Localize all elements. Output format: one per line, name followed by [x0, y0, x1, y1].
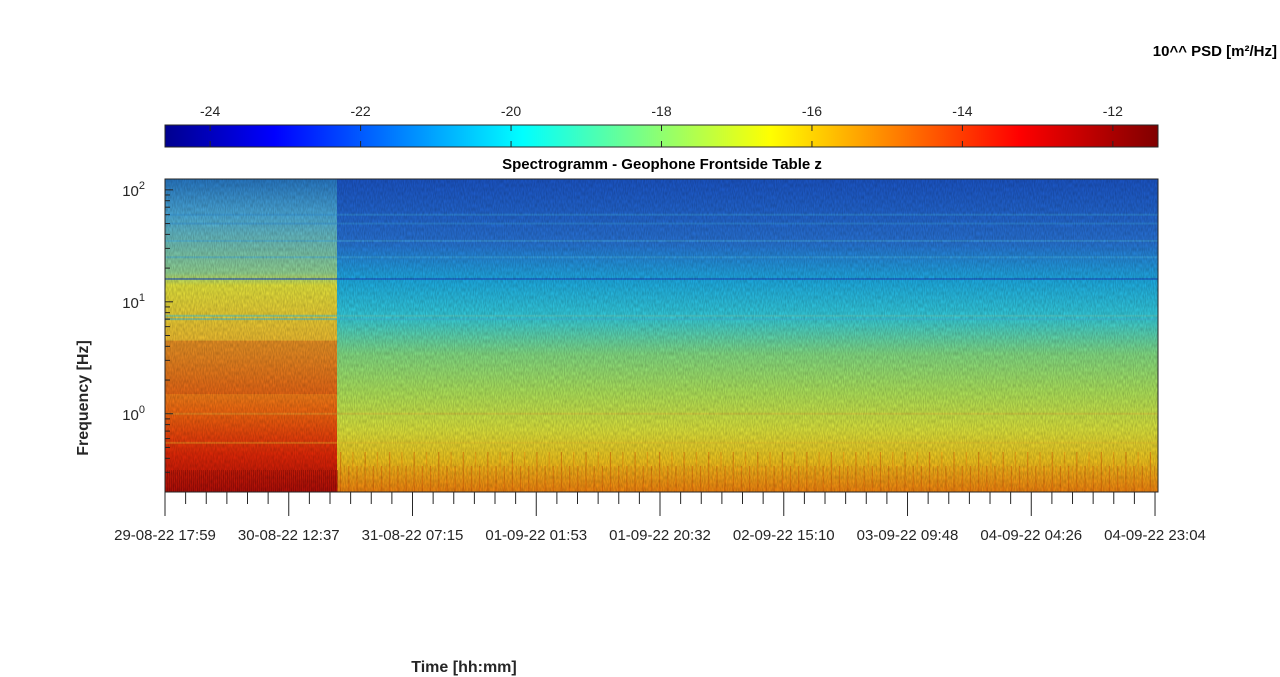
x-tick-label: 31-08-22 07:15 — [362, 527, 464, 544]
y-tick-label: 102 — [122, 180, 145, 200]
x-tick-label: 01-09-22 20:32 — [609, 527, 711, 544]
x-tick-label: 02-09-22 15:10 — [733, 527, 835, 544]
y-tick-label: 100 — [122, 404, 145, 424]
y-axis: 102 101 100 — [122, 180, 173, 493]
chart-title: Spectrogramm - Geophone Frontside Table … — [502, 156, 822, 173]
x-tick-label: 04-09-22 04:26 — [980, 527, 1082, 544]
colorbar-ticks: -24 -22 -20 -18 -16 -14 -12 — [200, 103, 1123, 147]
colorbar: -24 -22 -20 -18 -16 -14 -12 — [164, 103, 1159, 148]
colorbar-tick-label: -22 — [350, 103, 370, 119]
x-axis: 29-08-22 17:59 30-08-22 12:37 31-08-22 07:… — [114, 492, 1206, 544]
x-tick-label: 03-09-22 09:48 — [857, 527, 959, 544]
y-tick-label: 101 — [122, 292, 145, 312]
x-tick-label: 30-08-22 12:37 — [238, 527, 340, 544]
x-axis-label: Time [hh:mm] — [411, 659, 516, 676]
spectrogram-image — [165, 179, 1158, 492]
x-tick-label: 01-09-22 01:53 — [485, 527, 587, 544]
x-tick-label: 29-08-22 17:59 — [114, 527, 216, 544]
colorbar-tick-label: -16 — [802, 103, 822, 119]
y-axis-label: Frequency [Hz] — [75, 340, 92, 456]
colorbar-tick-label: -12 — [1103, 103, 1123, 119]
colorbar-label: 10^^ PSD [m²/Hz] — [1153, 43, 1277, 60]
colorbar-tick-label: -20 — [501, 103, 521, 119]
colorbar-tick-label: -24 — [200, 103, 220, 119]
colorbar-tick-label: -18 — [651, 103, 671, 119]
colorbar-tick-label: -14 — [952, 103, 972, 119]
x-tick-label: 04-09-22 23:04 — [1104, 527, 1206, 544]
